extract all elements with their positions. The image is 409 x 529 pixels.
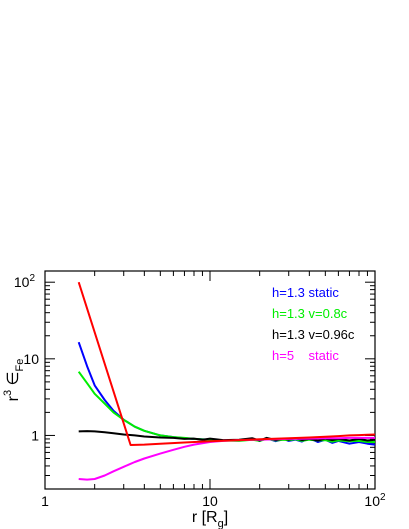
legend-entry: h=5 static (272, 348, 339, 363)
series-line-unlabeled (77, 281, 376, 446)
y-tick-label: 102 (14, 273, 36, 290)
x-tick-label: 10 (202, 493, 218, 509)
x-axis-title: r [Rg] (192, 509, 228, 529)
y-axis-title: r3 ∈Fe (2, 359, 26, 402)
x-tick-label: 102 (364, 492, 386, 509)
legend-entry: h=1.3 v=0.8c (272, 306, 348, 321)
axis-ticks: 1 10 102 1 10 102 (14, 271, 386, 509)
y-tick-label: 1 (31, 427, 39, 443)
y-tick-label: 10 (23, 351, 39, 367)
legend-entry: h=1.3 v=0.96c (272, 327, 355, 342)
legend: h=1.3 static h=1.3 v=0.8c h=1.3 v=0.96c h=5… (272, 285, 355, 363)
x-tick-label: 1 (41, 493, 49, 509)
legend-entry: h=1.3 static (272, 285, 339, 300)
series-lines (77, 281, 376, 481)
